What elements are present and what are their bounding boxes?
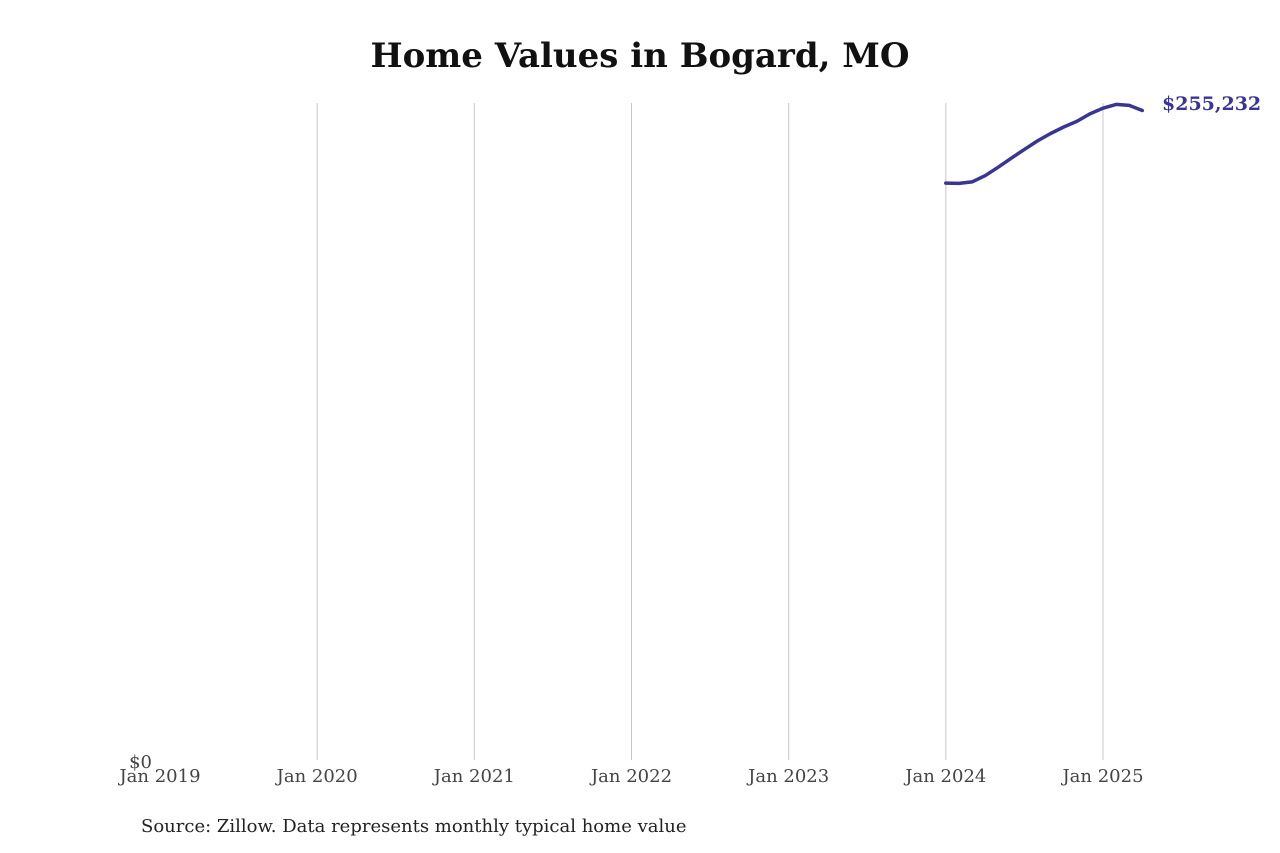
series-group [944,102,1145,186]
x-tick-label: Jan 2024 [903,766,986,787]
x-tick-label: Jan 2023 [746,766,829,787]
x-tick-label: Jan 2022 [589,766,672,787]
source-note: Source: Zillow. Data represents monthly … [141,816,687,837]
x-tick-label: Jan 2019 [117,766,200,787]
series-line [944,102,1145,186]
end-value-label: $255,232 [1162,93,1261,115]
x-tick-label: Jan 2021 [432,766,515,787]
annotations: $255,232 [1162,93,1261,115]
y-tick-labels: $0 [129,752,152,773]
chart-title: Home Values in Bogard, MO [370,36,910,76]
gridlines [316,103,1104,760]
x-tick-label: Jan 2020 [275,766,358,787]
x-tick-labels: Jan 2019 Jan 2020 Jan 2021 Jan 2022 Jan 2023… [117,766,1143,787]
y-tick-label: $0 [129,752,152,773]
x-tick-label: Jan 2025 [1060,766,1143,787]
